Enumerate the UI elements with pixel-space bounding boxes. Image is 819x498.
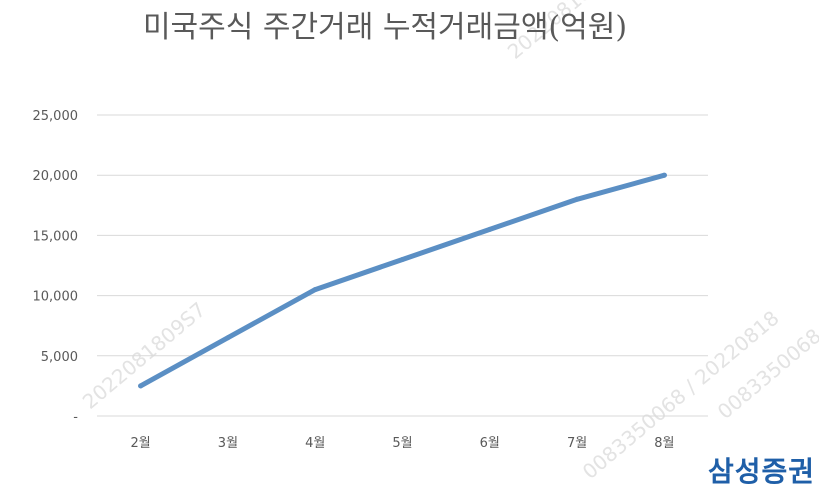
y-axis-ticks: 25,000 20,000 15,000 10,000 5,000 - — [33, 109, 79, 425]
y-tick-label: 10,000 — [33, 290, 79, 305]
y-tick-label: 20,000 — [33, 169, 79, 184]
data-point — [661, 172, 667, 178]
x-tick-label: 3월 — [218, 436, 238, 451]
data-point — [574, 196, 580, 202]
x-tick-label: 8월 — [654, 436, 674, 451]
x-tick-label: 2월 — [131, 436, 151, 451]
y-tick-label: 15,000 — [33, 229, 79, 244]
data-point — [138, 383, 144, 389]
series-line — [138, 172, 667, 389]
data-point — [312, 287, 318, 293]
y-tick-label: 5,000 — [41, 350, 78, 365]
data-point — [400, 256, 405, 262]
chart-title: 미국주식 주간거래 누적거래금액(억원) — [143, 10, 627, 45]
x-tick-label: 7월 — [567, 436, 587, 451]
y-tick-label: 25,000 — [33, 109, 79, 124]
x-tick-label: 6월 — [480, 436, 500, 451]
x-tick-label: 4월 — [305, 436, 325, 451]
gridlines — [97, 114, 708, 417]
data-point — [225, 335, 231, 341]
x-axis-ticks: 2월 3월 4월 5월 6월 7월 8월 — [131, 436, 675, 451]
series-layer — [138, 172, 667, 389]
brand-logo: 삼성증권 — [707, 455, 815, 488]
data-point — [487, 226, 493, 232]
y-tick-label: - — [73, 410, 78, 425]
x-tick-label: 5월 — [392, 436, 412, 451]
